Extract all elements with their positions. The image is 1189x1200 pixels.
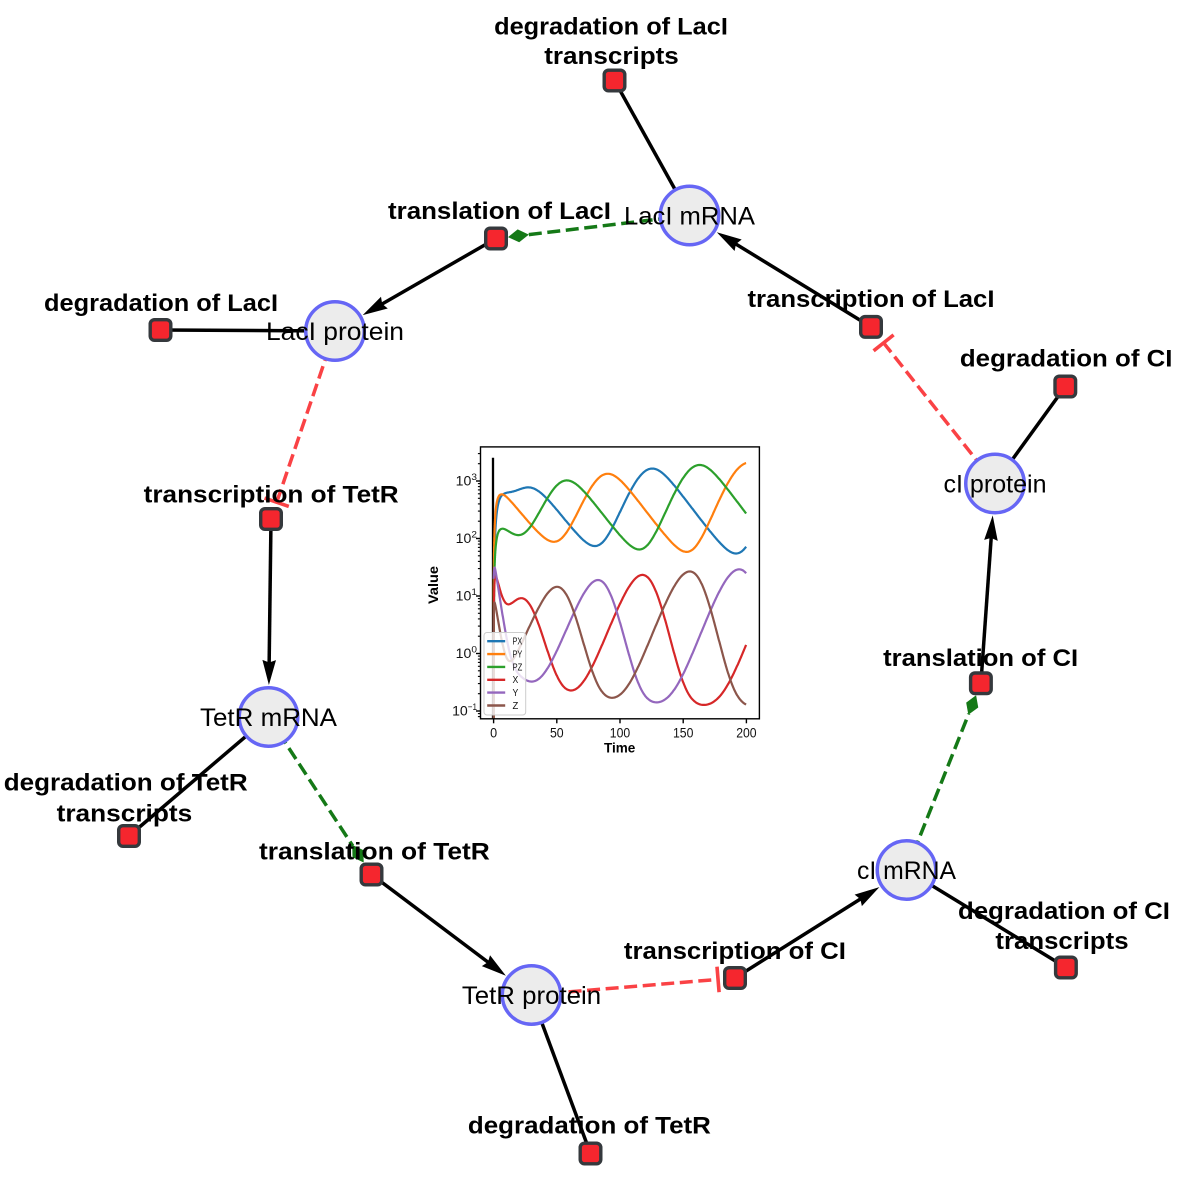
- svg-text:100: 100: [610, 726, 630, 741]
- svg-text:degradation of LacI: degradation of LacI: [44, 290, 278, 317]
- svg-text:transcripts: transcripts: [995, 928, 1128, 955]
- svg-text:transcripts: transcripts: [57, 801, 193, 828]
- svg-text:translation of TetR: translation of TetR: [259, 838, 490, 865]
- svg-text:translation of LacI: translation of LacI: [388, 198, 611, 225]
- svg-text:degradation of CI: degradation of CI: [960, 346, 1173, 373]
- svg-text:LacI mRNA: LacI mRNA: [624, 203, 755, 231]
- svg-text:Time: Time: [604, 740, 635, 756]
- svg-text:PX: PX: [513, 637, 523, 648]
- svg-text:50: 50: [550, 726, 564, 741]
- svg-text:transcription of CI: transcription of CI: [624, 938, 846, 965]
- svg-text:translation of CI: translation of CI: [883, 645, 1078, 672]
- svg-text:−1: −1: [468, 702, 477, 713]
- svg-text:cI protein: cI protein: [944, 471, 1047, 499]
- svg-text:transcripts: transcripts: [544, 43, 679, 70]
- svg-text:degradation of TetR: degradation of TetR: [4, 770, 248, 797]
- svg-text:degradation of TetR: degradation of TetR: [468, 1112, 711, 1139]
- svg-text:transcription of LacI: transcription of LacI: [748, 286, 995, 313]
- svg-text:PZ: PZ: [513, 662, 523, 673]
- svg-text:10: 10: [456, 589, 472, 604]
- svg-text:10: 10: [456, 474, 472, 489]
- svg-text:150: 150: [673, 726, 693, 741]
- svg-text:0: 0: [490, 726, 497, 741]
- svg-text:transcription of TetR: transcription of TetR: [144, 482, 399, 509]
- svg-text:0: 0: [471, 645, 477, 656]
- svg-text:2: 2: [471, 530, 477, 541]
- svg-text:10: 10: [456, 531, 472, 546]
- svg-text:TetR mRNA: TetR mRNA: [200, 704, 337, 732]
- svg-text:Z: Z: [513, 701, 519, 712]
- svg-text:Value: Value: [425, 566, 441, 604]
- svg-text:LacI protein: LacI protein: [266, 318, 404, 346]
- svg-text:1: 1: [471, 587, 477, 598]
- svg-text:3: 3: [471, 472, 477, 483]
- svg-text:cI mRNA: cI mRNA: [857, 857, 956, 885]
- svg-text:degradation of LacI: degradation of LacI: [494, 14, 728, 41]
- svg-text:Y: Y: [513, 688, 519, 699]
- svg-text:10: 10: [456, 646, 472, 661]
- svg-text:10: 10: [452, 704, 468, 719]
- svg-text:X: X: [513, 675, 519, 686]
- svg-text:TetR protein: TetR protein: [462, 982, 601, 1010]
- svg-text:degradation of CI: degradation of CI: [958, 898, 1170, 925]
- svg-text:PY: PY: [513, 650, 523, 661]
- svg-text:200: 200: [736, 726, 756, 741]
